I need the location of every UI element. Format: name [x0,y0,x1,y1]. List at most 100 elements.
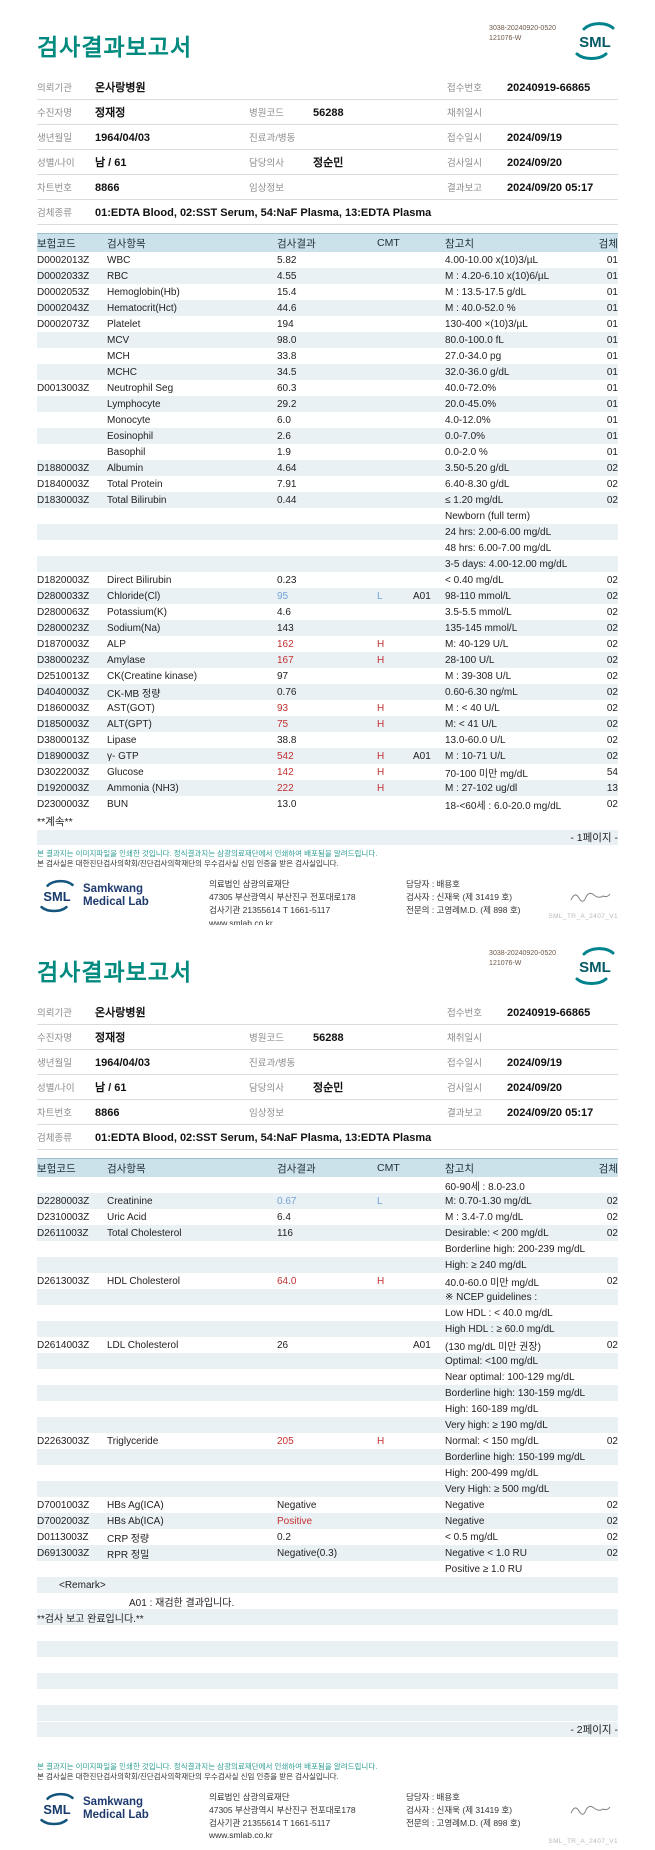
cell-result: 143 [277,622,294,634]
page-number-label: - 1페이지 - [570,832,618,844]
info-cell: 병원코드 56288 [249,1030,447,1044]
info-value: 1964/04/03 [95,132,151,144]
page-title: 검사결과보고서 [37,34,193,60]
cell-test-name: Total Bilirubin [107,494,167,506]
info-value: 01:EDTA Blood, 02:SST Serum, 54:NaF Plas… [95,207,432,219]
document-codes: 3038-20240920-0520 121076-W [489,949,556,969]
table-row: Lymphocyte 29.2 20.0-45.0% 01 [37,396,618,412]
info-cell: 병원코드 56288 [249,105,447,119]
cell-test-name: Neutrophil Seg [107,382,174,394]
cell-specimen-code: 02 [606,1435,618,1447]
info-row: 생년월일 1964/04/03 진료과/병동 접수일시 2024/09/19 [37,125,618,150]
table-row: D2280003Z Creatinine 0.67 L M: 0.70-1.30 mg/… [37,1193,618,1209]
footer-contacts: 담당자 : 배용호 검사자 : 신재욱 (제 31419 호) 전문의 : 고영… [406,878,618,916]
cell-specimen-code: 01 [606,414,618,426]
disclaimer-line1: 본 결과지는 이미지파일을 인쇄한 것입니다. 정식결과지는 삼광의료재단에서 … [37,1761,378,1771]
info-value: 정재정 [95,1032,126,1044]
info-cell: 접수일시 2024/09/19 [447,130,618,144]
col-header-test-name: 검사항목 [107,237,146,250]
cell-result: 0.2 [277,1531,291,1543]
cell-specimen-code: 54 [606,766,618,778]
cell-reference-range: Desirable: < 200 mg/dL [445,1227,549,1239]
table-row: D3800013Z Lipase 38.8 13.0-60.0 U/L 02 [37,732,618,748]
table-row: D7002003Z HBs Ab(ICA) Positive Negative 02 [37,1513,618,1529]
info-value: 2024/09/19 [507,132,563,144]
info-cell: 결과보고 2024/09/20 05:17 [447,180,618,194]
table-row: D2800063Z Potassium(K) 4.6 3.5-5.5 mmol/L 02 [37,604,618,620]
cell-specimen-code: 01 [606,350,618,362]
footer-address-line: 47305 부산광역시 부산진구 전포대로178 [209,892,356,902]
svg-text:SML: SML [43,1802,70,1817]
cell-reference-range: < 0.5 mg/dL [445,1531,499,1543]
cell-test-name: MCHC [107,366,137,378]
cell-result: 44.6 [277,302,297,314]
cell-insurance-code: D0002053Z [37,286,90,298]
cell-reference-range: 135-145 mmol/L [445,622,518,634]
info-cell: 채취일시 [447,105,618,119]
cell-result: 93 [277,702,289,714]
cell-reference-range: Low HDL : < 40.0 mg/dL [445,1307,553,1319]
info-value: 56288 [313,1032,344,1044]
table-empty-row [37,1625,618,1641]
info-row: 수진자명 정재정 병원코드 56288 채취일시 [37,100,618,125]
cell-specimen-code: 01 [606,430,618,442]
cell-specimen-code: 02 [606,1227,618,1239]
cell-result: 167 [277,654,294,666]
cell-reference-range: Newborn (full term) [445,510,531,522]
table-row: Eosinophil 2.6 0.0-7.0% 01 [37,428,618,444]
cell-specimen-code: 02 [606,798,618,810]
col-header-reference: 참고치 [445,1162,474,1175]
cell-reference-range: 18-<60세 : 6.0-20.0 mg/dL [445,800,562,812]
note-text: **검사 보고 완료입니다.** [37,1613,144,1625]
cell-specimen-code: 02 [606,1515,618,1527]
cell-result: 116 [277,1227,293,1239]
table-row: Borderline high: 130-159 mg/dL [37,1385,618,1401]
info-value: 온사랑병원 [95,82,146,94]
footer-contacts: 담당자 : 배용호 검사자 : 신재욱 (제 31419 호) 전문의 : 고영… [406,1791,618,1829]
cell-reference-range: 20.0-45.0% [445,398,497,410]
cell-specimen-code: 02 [606,718,618,730]
info-label: 의뢰기관 [37,1008,72,1019]
cell-cmt-flag: H [377,702,385,714]
cell-result: 64.0 [277,1275,297,1287]
cell-insurance-code: D1830003Z [37,494,90,506]
cell-reference-range: Borderline high: 150-199 mg/dL [445,1451,586,1463]
info-label: 검체종류 [37,1133,72,1144]
table-row: MCHC 34.5 32.0-36.0 g/dL 01 [37,364,618,380]
footer-contact-line: 검사자 : 신재욱 (제 31419 호) [406,1804,513,1815]
cell-reference-range: M : 10-71 U/L [445,750,506,762]
cell-insurance-code: D2800033Z [37,590,90,602]
cell-reference-range: 70-100 미만 mg/dL [445,768,528,780]
table-row: D0002053Z Hemoglobin(Hb) 15.4 M : 13.5-17.5… [37,284,618,300]
table-row: D3800023Z Amylase 167 H 28-100 U/L 02 [37,652,618,668]
cell-reference-range: Near optimal: 100-129 mg/dL [445,1371,575,1383]
footer-brand-name: Samkwang Medical Lab [83,883,149,909]
cell-reference-range: 4.0-12.0% [445,414,491,426]
cell-result: 542 [277,750,294,762]
col-header-specimen: 검체 [598,237,618,250]
cell-reference-range: Negative < 1.0 RU [445,1547,527,1559]
table-row: Newborn (full term) [37,508,618,524]
cell-result: 2.6 [277,430,291,442]
cell-insurance-code: D2800063Z [37,606,90,618]
cell-reference-range: High: 160-189 mg/dL [445,1403,539,1415]
examiner-signature [570,1805,611,1815]
cell-reference-range: M: 40-129 U/L [445,638,509,650]
cell-reference-range: Very High: ≥ 500 mg/dL [445,1483,550,1495]
cell-test-name: Eosinophil [107,430,154,442]
cell-insurance-code: D0113003Z [37,1531,89,1543]
table-row: High HDL : ≥ 60.0 mg/dL [37,1321,618,1337]
cell-reference-range: 13.0-60.0 U/L [445,734,506,746]
cell-result: 205 [277,1435,294,1447]
table-row: D1890003Z γ- GTP 542 H A01 M : 10-71 U/L 02 [37,748,618,764]
cell-result: 5.82 [277,254,297,266]
table-row: D2510013Z CK(Creatine kinase) 97 M : 39-308… [37,668,618,684]
cell-test-name: MCV [107,334,130,346]
info-cell: 접수번호 20240919-66865 [447,1005,618,1019]
info-row: 성별/나이 남 / 61 담당의사 정순민 검사일시 2024/09/20 [37,1075,618,1100]
table-row: D2300003Z BUN 13.0 18-<60세 : 6.0-20.0 mg/dL… [37,796,618,812]
cell-reference-range: 0.0-2.0 % [445,446,488,458]
cell-test-name: HDL Cholesterol [107,1275,180,1287]
table-row: D1920003Z Ammonia (NH3) 222 H M : 27-102 ug/… [37,780,618,796]
table-row: D0013003Z Neutrophil Seg 60.3 40.0-72.0% 01 [37,380,618,396]
